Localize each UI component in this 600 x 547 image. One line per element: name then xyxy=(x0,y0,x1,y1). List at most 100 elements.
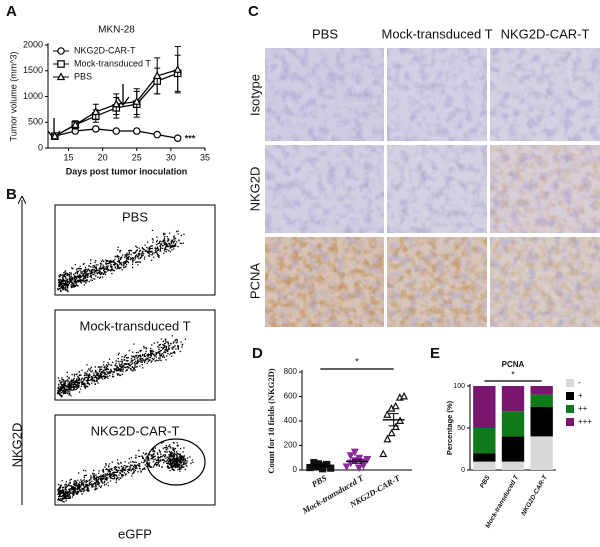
x-tick-label: 15 xyxy=(63,152,73,162)
bar-segment xyxy=(530,394,553,407)
legend-label: PBS xyxy=(74,71,92,81)
bar-segment xyxy=(473,453,496,462)
legend-label: +++ xyxy=(578,417,592,426)
flow-events xyxy=(57,229,185,293)
bar-segment xyxy=(473,386,496,428)
x-tick-label: PBS xyxy=(479,474,492,490)
marker xyxy=(379,449,388,458)
legend-swatch xyxy=(566,405,574,413)
y-tick-label: 1000 xyxy=(23,91,43,101)
marker xyxy=(153,71,162,80)
column-header: PBS xyxy=(312,26,338,41)
x-tick-label: Mock-transduced T xyxy=(300,472,366,516)
legend-label: + xyxy=(578,391,583,400)
panel-label: A xyxy=(6,3,17,20)
marker xyxy=(71,120,80,128)
bar-segment xyxy=(501,411,525,437)
flow-plot-frame xyxy=(54,309,216,401)
x-tick-label: 35 xyxy=(200,152,210,162)
legend-marker xyxy=(57,60,65,68)
marker xyxy=(387,428,396,437)
legend-label: NKG2D-CAR-T xyxy=(74,45,136,55)
marker xyxy=(383,434,392,443)
y-tick-label: 200 xyxy=(284,441,298,450)
ihc-grid xyxy=(265,48,600,327)
y-tick-label: 1500 xyxy=(23,65,43,75)
y-tick-label: 500 xyxy=(28,117,43,127)
ihc-texture xyxy=(387,48,487,141)
y-tick-label: 0 xyxy=(293,465,298,474)
ihc-texture xyxy=(490,48,600,141)
legend-swatch xyxy=(566,392,574,400)
ihc-texture xyxy=(387,145,487,233)
legend-label: ++ xyxy=(578,404,588,413)
panel-label: D xyxy=(252,345,263,362)
row-header: NKG2D xyxy=(247,167,262,212)
marker xyxy=(173,64,182,73)
bar-segment xyxy=(473,428,496,454)
marker xyxy=(173,134,182,143)
marker xyxy=(153,130,162,139)
y-tick-label: 50 xyxy=(457,425,465,432)
legend-marker xyxy=(57,47,65,55)
marker xyxy=(346,452,355,460)
panel-label: C xyxy=(248,3,259,20)
bar-segment xyxy=(473,461,496,470)
ihc-stain xyxy=(490,145,600,233)
y-tick-label: 400 xyxy=(284,416,298,425)
x-tick-label: Mock-transduced T xyxy=(484,473,520,529)
chart-title: PCNA xyxy=(502,360,525,369)
flow-events xyxy=(57,441,194,503)
treatment-arrow-head xyxy=(116,96,130,107)
marker xyxy=(132,96,141,105)
marker xyxy=(342,463,351,471)
marker xyxy=(112,99,121,108)
bar-segment xyxy=(530,436,553,470)
flow-plot-label: Mock-transduced T xyxy=(79,318,190,333)
x-axis-label: Days post tumor inoculation xyxy=(66,166,188,176)
x-tick-label: NKG2D-CAR-T xyxy=(520,473,549,516)
legend-label: Mock-transduced T xyxy=(74,58,151,68)
column-header: NKG2D-CAR-T xyxy=(501,26,590,41)
marker xyxy=(391,422,400,431)
bar-segment xyxy=(501,436,525,462)
bar-segment xyxy=(501,461,525,470)
y-axis-label: Percentage (%) xyxy=(445,400,454,455)
panel-label: E xyxy=(430,345,440,362)
flow-y-label: NKG2D xyxy=(9,423,24,468)
marker xyxy=(50,131,60,140)
y-tick-label: 600 xyxy=(284,392,298,401)
marker xyxy=(363,455,372,464)
bar-segment xyxy=(530,386,553,395)
row-header: Isotype xyxy=(247,74,262,116)
marker xyxy=(91,125,100,133)
ihc-texture xyxy=(265,145,384,233)
flow-x-label: eGFP xyxy=(118,526,152,541)
flow-plot-frame xyxy=(54,414,216,506)
marker xyxy=(91,107,100,116)
annotation: *** xyxy=(185,134,196,144)
marker xyxy=(112,127,121,135)
marker xyxy=(383,410,392,418)
legend-marker xyxy=(56,72,66,81)
y-tick-label: 0 xyxy=(38,142,43,152)
marker xyxy=(355,464,363,473)
column-header: Mock-transduced T xyxy=(381,26,492,41)
ihc-stain xyxy=(387,237,487,327)
flow-plots xyxy=(54,204,216,506)
panel-label: B xyxy=(6,186,17,203)
bar-segment xyxy=(501,386,525,412)
marker xyxy=(355,454,364,463)
flow-plot-label: PBS xyxy=(122,209,148,224)
annotation: * xyxy=(511,369,515,379)
legend-swatch xyxy=(566,418,574,426)
error-bar xyxy=(315,463,326,468)
marker xyxy=(132,127,141,135)
legend-label: - xyxy=(578,378,581,387)
marker xyxy=(400,391,409,400)
y-tick-label: 100 xyxy=(453,383,465,390)
gate xyxy=(146,438,206,486)
y-tick-label: 2000 xyxy=(23,39,43,49)
y-tick-label: 0 xyxy=(461,467,465,474)
